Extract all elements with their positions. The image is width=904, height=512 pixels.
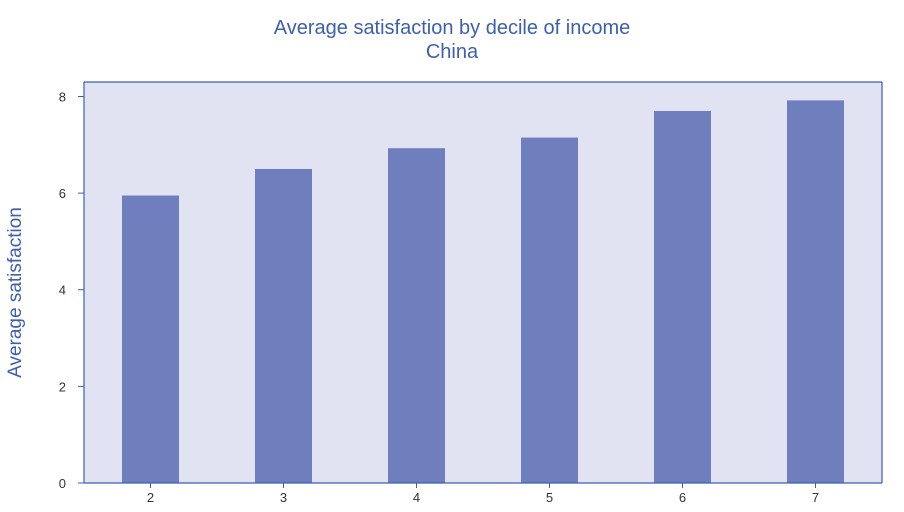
x-tick-label: 3: [280, 490, 287, 505]
x-tick-label: 6: [679, 490, 686, 505]
x-tick-label: 5: [546, 490, 553, 505]
chart-subtitle: China: [425, 41, 479, 63]
bar-7: [787, 100, 844, 483]
y-tick-label: 4: [59, 283, 66, 298]
plot-area: [84, 82, 882, 483]
chart-title: Average satisfaction by decile of income: [273, 17, 631, 39]
bar-2: [122, 195, 179, 484]
axis-ticks: 2 3 4 5 6 7 0 2 4 6 8: [59, 89, 819, 505]
y-tick-label: 8: [59, 89, 66, 104]
x-tick-label: 7: [812, 490, 819, 505]
bar-4: [388, 148, 445, 484]
x-tick-label: 2: [147, 490, 154, 505]
y-tick-label: 0: [59, 476, 66, 491]
x-tick-label: 4: [413, 490, 420, 505]
y-tick-label: 6: [59, 186, 66, 201]
y-axis-label: Average satisfaction: [5, 207, 26, 378]
bar-3: [255, 168, 312, 483]
bar-6: [654, 110, 711, 484]
y-tick-label: 2: [59, 379, 66, 394]
bars: [122, 100, 844, 484]
bar-5: [521, 137, 578, 483]
